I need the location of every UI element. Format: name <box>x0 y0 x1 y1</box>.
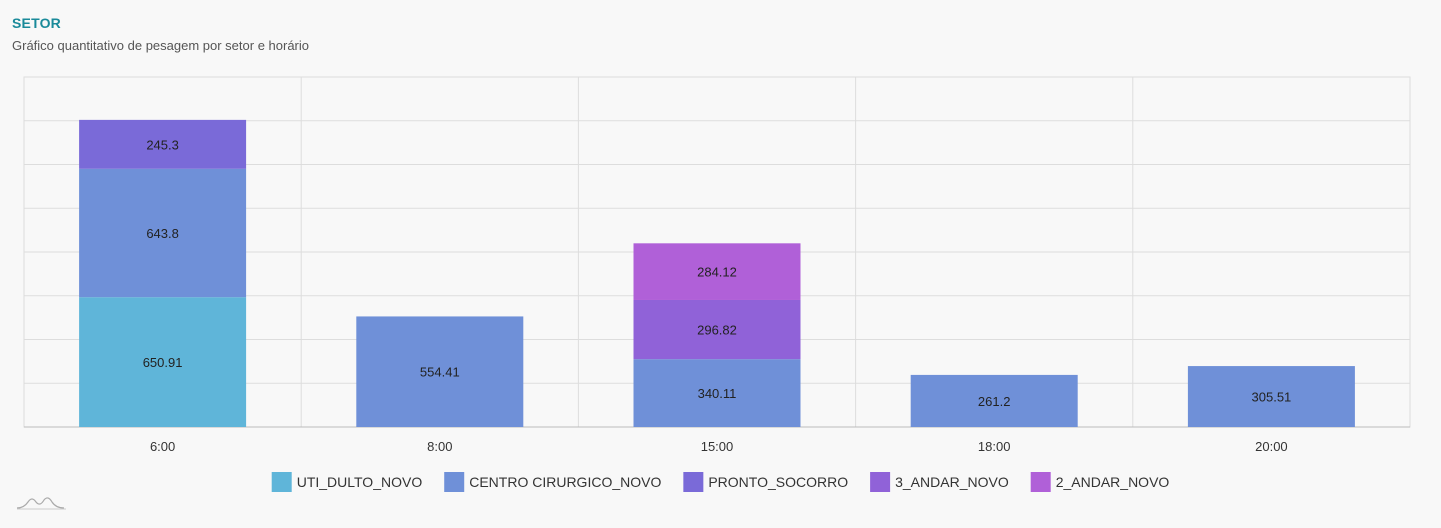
x-tick-label: 8:00 <box>427 439 452 454</box>
bar-segment[interactable] <box>356 316 524 427</box>
bar-value-label: 554.41 <box>420 365 460 380</box>
bar-segment[interactable] <box>79 119 247 169</box>
bar-value-label: 305.51 <box>1252 390 1292 405</box>
bar-segment[interactable] <box>79 168 247 298</box>
x-tick-label: 18:00 <box>978 439 1011 454</box>
legend-label: UTI_DULTO_NOVO <box>297 474 423 490</box>
x-tick-label: 20:00 <box>1255 439 1288 454</box>
bar-segment[interactable] <box>910 374 1078 427</box>
legend-label: PRONTO_SOCORRO <box>708 474 848 490</box>
bar-value-label: 650.91 <box>143 355 183 370</box>
x-axis-ticks: 6:00 8:00 15:00 18:00 20:00 <box>150 439 1288 454</box>
bar-segment[interactable] <box>633 243 801 300</box>
legend-label: 3_ANDAR_NOVO <box>895 474 1009 490</box>
legend-swatch <box>870 472 891 492</box>
legend-label: 2_ANDAR_NOVO <box>1056 474 1170 490</box>
legend-label: CENTRO CIRURGICO_NOVO <box>469 474 661 490</box>
bars: 650.91 643.8 245.3 554.41 340.11 296.82 284.12… <box>79 119 1355 427</box>
bar-value-label: 261.2 <box>978 394 1011 409</box>
bar-value-label: 245.3 <box>146 137 179 152</box>
legend-item[interactable]: UTI_DULTO_NOVO <box>271 472 423 492</box>
bar-segment[interactable] <box>633 359 801 427</box>
legend-swatch <box>1030 472 1051 492</box>
legend-item[interactable]: CENTRO CIRURGICO_NOVO <box>444 472 661 492</box>
bar-value-label: 643.8 <box>146 226 179 241</box>
legend-item[interactable]: 3_ANDAR_NOVO <box>870 472 1009 492</box>
bar-segment[interactable] <box>1187 366 1355 427</box>
legend-swatch <box>444 472 465 492</box>
chart-subtitle: Gráfico quantitativo de pesagem por seto… <box>12 38 310 53</box>
legend-swatch <box>683 472 704 492</box>
x-tick-label: 6:00 <box>150 439 175 454</box>
bar-value-label: 284.12 <box>697 265 737 280</box>
bar-value-label: 296.82 <box>697 323 737 338</box>
bar-segment[interactable] <box>79 297 247 427</box>
x-tick-label: 15:00 <box>701 439 734 454</box>
bar-segment[interactable] <box>633 299 801 360</box>
legend-item[interactable]: PRONTO_SOCORRO <box>683 472 848 492</box>
chart-title: SETOR <box>12 15 61 31</box>
legend-swatch <box>271 472 292 492</box>
legend: UTI_DULTO_NOVO CENTRO CIRURGICO_NOVO PRONT… <box>271 472 1170 492</box>
bar-value-label: 340.11 <box>698 386 737 401</box>
legend-item[interactable]: 2_ANDAR_NOVO <box>1030 472 1170 492</box>
mountain-logo-icon <box>16 497 66 510</box>
